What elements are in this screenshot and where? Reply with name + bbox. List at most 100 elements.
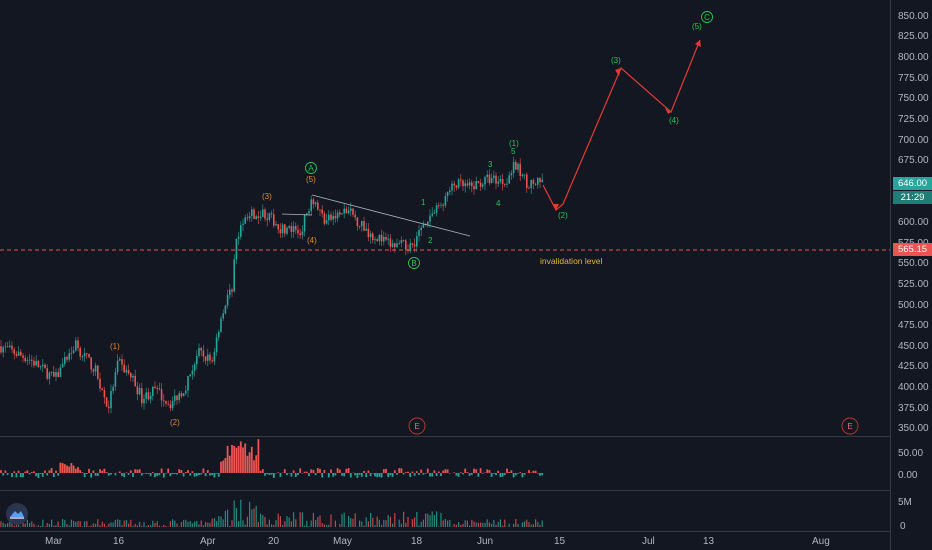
volume-bar bbox=[79, 521, 81, 527]
volume-bar bbox=[339, 524, 341, 527]
volume-bar bbox=[400, 523, 402, 527]
oscillator-bar bbox=[92, 470, 95, 473]
volume-bar bbox=[271, 524, 273, 527]
oscillator-bar bbox=[94, 473, 97, 476]
volume-bar bbox=[101, 521, 103, 527]
volume-bar bbox=[266, 524, 268, 527]
time-tick: Mar bbox=[45, 536, 63, 547]
volume-bar bbox=[304, 525, 306, 527]
oscillator-bar bbox=[50, 468, 53, 473]
candle-body bbox=[2, 347, 4, 353]
candle-body bbox=[202, 350, 205, 357]
wave-label-green-5: 5 bbox=[511, 147, 516, 156]
projection-arrow bbox=[615, 68, 621, 76]
volume-bar bbox=[253, 508, 255, 527]
volume-bar bbox=[372, 517, 374, 527]
oscillator-bar bbox=[495, 473, 497, 476]
volume-bar bbox=[141, 525, 143, 527]
event-marker[interactable] bbox=[408, 417, 426, 435]
candle-body bbox=[332, 215, 334, 220]
candle-body bbox=[268, 213, 271, 220]
volume-bar bbox=[0, 521, 2, 527]
projection-arrow bbox=[553, 204, 559, 210]
candle-body bbox=[112, 386, 114, 391]
candle-body bbox=[15, 353, 18, 356]
volume-bar bbox=[209, 522, 211, 527]
candle-body bbox=[132, 375, 134, 378]
oscillator-bar bbox=[334, 473, 337, 476]
volume-bar bbox=[524, 521, 526, 527]
candle-body bbox=[31, 359, 33, 361]
oscillator-bar bbox=[52, 473, 55, 478]
wave-label-green-2: 2 bbox=[428, 236, 433, 245]
volume-bar bbox=[42, 519, 44, 527]
volume-bar bbox=[244, 524, 246, 527]
volume-bar bbox=[359, 520, 361, 527]
volume-bar bbox=[480, 522, 482, 527]
oscillator-bar bbox=[308, 473, 310, 477]
candle-body bbox=[484, 177, 486, 185]
oscillator-bar bbox=[90, 473, 93, 478]
logo-icon[interactable] bbox=[6, 503, 28, 525]
candle-body bbox=[323, 213, 326, 224]
candle-body bbox=[26, 360, 29, 362]
oscillator-bar bbox=[277, 472, 280, 473]
candle-body bbox=[171, 400, 174, 409]
candle-body bbox=[185, 390, 187, 394]
volume-bar bbox=[495, 524, 497, 527]
oscillator-bar bbox=[103, 468, 106, 473]
oscillator-bar bbox=[426, 468, 429, 473]
candle-body bbox=[352, 208, 354, 215]
candle-body bbox=[13, 349, 15, 354]
oscillator-bar bbox=[17, 470, 20, 473]
event-marker[interactable] bbox=[841, 417, 859, 435]
oscillator-bar bbox=[132, 473, 134, 477]
time-axis[interactable]: Mar 16 Apr 20 May 18 Jun 15 Jul 13 Aug bbox=[45, 536, 830, 547]
volume-bar bbox=[312, 512, 314, 527]
candle-body bbox=[92, 369, 95, 372]
candle-body bbox=[501, 179, 504, 185]
oscillator-bar bbox=[398, 468, 401, 473]
price-axis[interactable]: 850.00 825.00 800.00 775.00 750.00 725.0… bbox=[898, 11, 929, 532]
candle-body bbox=[229, 289, 231, 295]
volume-bar bbox=[442, 520, 444, 527]
volume-bar bbox=[293, 512, 295, 527]
candle-body bbox=[169, 404, 172, 409]
volume-bar bbox=[403, 511, 405, 527]
candle-body bbox=[64, 357, 66, 364]
candle-body bbox=[273, 214, 275, 226]
oscillator-bar bbox=[68, 466, 71, 473]
oscillator-bar bbox=[261, 469, 264, 473]
volume-bar bbox=[389, 516, 391, 527]
oscillator-bar bbox=[237, 446, 240, 473]
volume-bar bbox=[310, 520, 312, 527]
oscillator-bar bbox=[539, 473, 541, 476]
candle-body bbox=[226, 294, 229, 306]
volume-bar bbox=[46, 523, 48, 527]
oscillator-bar bbox=[85, 473, 88, 475]
volume-bar bbox=[183, 520, 185, 527]
oscillator-bar bbox=[453, 472, 456, 473]
volume-bar bbox=[132, 526, 134, 527]
oscillator-bar bbox=[266, 473, 269, 475]
oscillator-bar bbox=[437, 471, 440, 473]
candle-body bbox=[457, 179, 460, 188]
volume-bar bbox=[458, 522, 460, 527]
volume-bar bbox=[196, 520, 198, 527]
oscillator-bar bbox=[327, 473, 330, 478]
volume-bar bbox=[378, 519, 380, 527]
oscillator-bar bbox=[70, 463, 73, 473]
oscillator-bar bbox=[61, 463, 64, 473]
volume-histogram bbox=[0, 499, 543, 527]
oscillator-bar bbox=[312, 469, 315, 473]
oscillator-bar bbox=[341, 473, 343, 476]
oscillator-bar bbox=[457, 473, 460, 477]
wave-circle-B bbox=[408, 257, 420, 269]
volume-bar bbox=[84, 521, 86, 527]
oscillator-bar bbox=[272, 473, 275, 478]
volume-bar bbox=[242, 520, 244, 527]
oscillator-bar bbox=[13, 471, 16, 473]
oscillator-bar bbox=[191, 471, 194, 473]
candle-body bbox=[42, 364, 44, 367]
